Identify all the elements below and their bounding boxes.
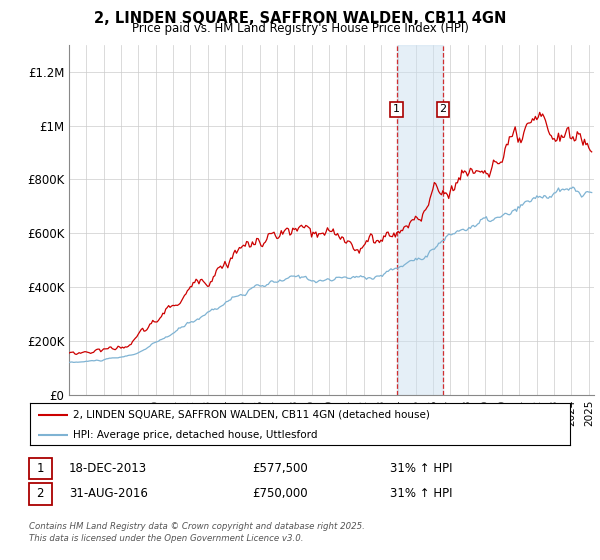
Text: 2, LINDEN SQUARE, SAFFRON WALDEN, CB11 4GN: 2, LINDEN SQUARE, SAFFRON WALDEN, CB11 4… bbox=[94, 11, 506, 26]
Text: 1: 1 bbox=[393, 104, 400, 114]
Text: 31-AUG-2016: 31-AUG-2016 bbox=[69, 487, 148, 501]
Text: 18-DEC-2013: 18-DEC-2013 bbox=[69, 462, 147, 475]
Text: Price paid vs. HM Land Registry's House Price Index (HPI): Price paid vs. HM Land Registry's House … bbox=[131, 22, 469, 35]
Text: Contains HM Land Registry data © Crown copyright and database right 2025.
This d: Contains HM Land Registry data © Crown c… bbox=[29, 522, 365, 543]
Bar bbox=[397, 45, 443, 395]
Text: 2, LINDEN SQUARE, SAFFRON WALDEN, CB11 4GN (detached house): 2, LINDEN SQUARE, SAFFRON WALDEN, CB11 4… bbox=[73, 409, 430, 419]
Text: 2: 2 bbox=[439, 104, 446, 114]
Text: £577,500: £577,500 bbox=[252, 462, 308, 475]
Text: 31% ↑ HPI: 31% ↑ HPI bbox=[390, 487, 452, 501]
Text: HPI: Average price, detached house, Uttlesford: HPI: Average price, detached house, Uttl… bbox=[73, 430, 318, 440]
Text: 2: 2 bbox=[37, 487, 44, 501]
Text: £750,000: £750,000 bbox=[252, 487, 308, 501]
Text: 31% ↑ HPI: 31% ↑ HPI bbox=[390, 462, 452, 475]
Text: 1: 1 bbox=[37, 462, 44, 475]
